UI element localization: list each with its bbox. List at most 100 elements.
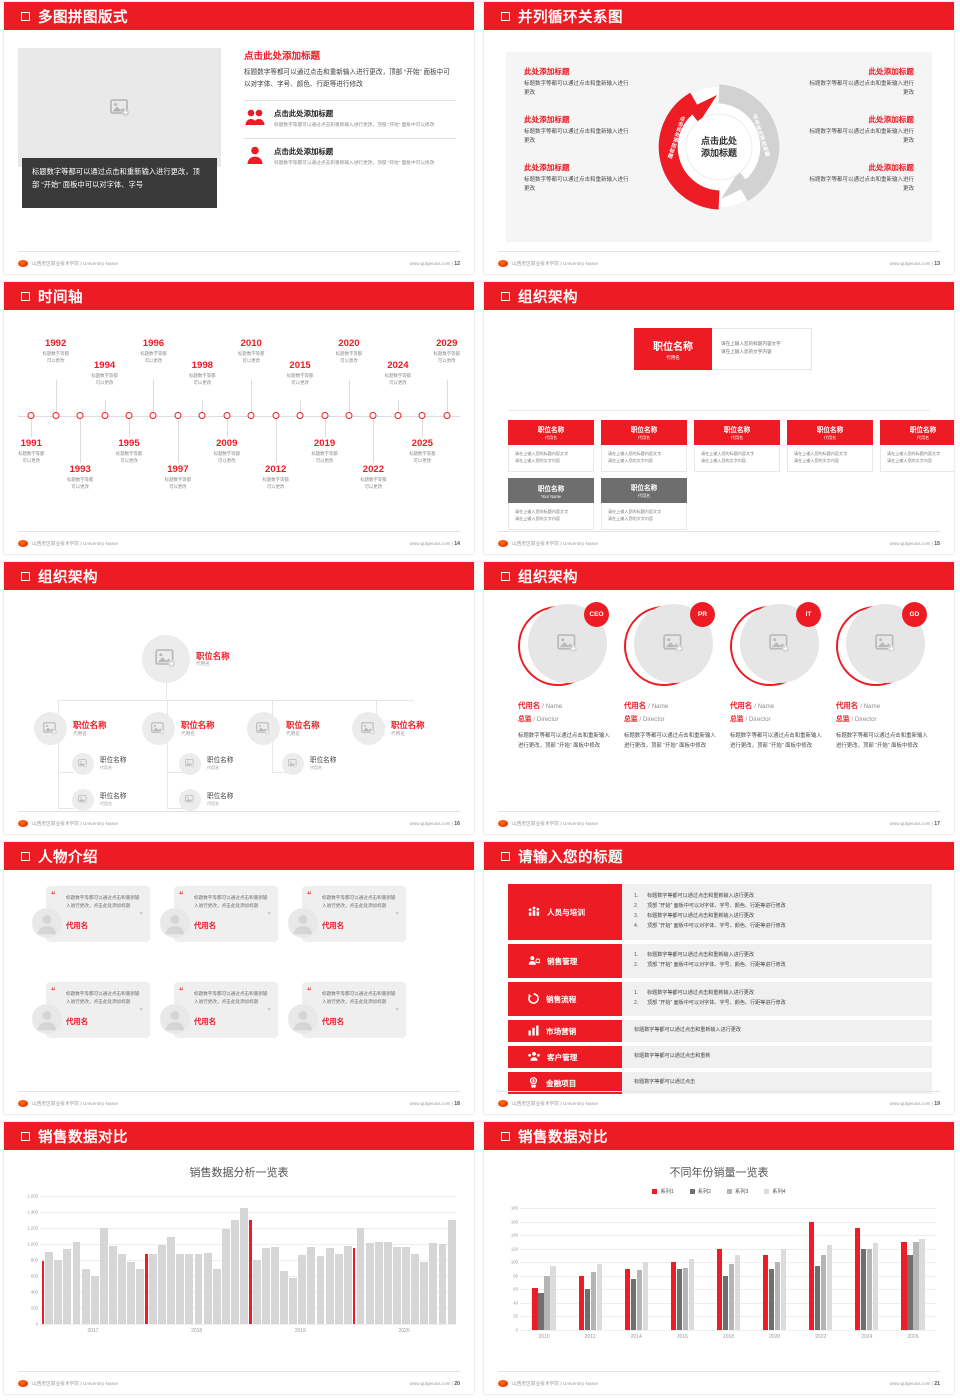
category-row[interactable]: 客户管理 标题数字等都可以通过点击和重新: [508, 1046, 932, 1068]
chart-bar: [670, 1262, 676, 1330]
chart-bar: [402, 1247, 410, 1324]
person-avatar[interactable]: IT: [730, 602, 821, 687]
footer-institution: 山西老区职业技术学院 | University Name: [512, 1380, 599, 1386]
org-card[interactable]: 职位名称 代用名 请在上输入您的标题内容文字 请在上输入您的文字内容: [787, 420, 873, 472]
timeline-dot[interactable]: [418, 411, 426, 419]
timeline-item-above[interactable]: 1994 标题数字等都 可以更改: [76, 360, 134, 386]
person-card[interactable]: PR 代用名 / Name 总监 / Director 标题数字等都可以通过点击和重新…: [624, 602, 719, 751]
category-row[interactable]: 销售流程 1. 标题数字等都可以通过点击和重新输入进行更改 2. 顶部 “开始” 面板中…: [508, 982, 932, 1016]
timeline-item-above[interactable]: 2029 标题数字等都 可以更改: [418, 338, 474, 364]
timeline-dot[interactable]: [369, 411, 377, 419]
timeline-dot[interactable]: [443, 411, 451, 419]
chart-bar: [252, 1260, 261, 1324]
testimonial-card[interactable]: “ ” 标题数字等都可以通过点击和重新输入进行更改，点击此处添加标题 代用名: [160, 982, 278, 1038]
org-card[interactable]: 职位名称 代用名 请在上输入您的标题内容文字 请在上输入您的文字内容: [508, 420, 594, 472]
category-row[interactable]: 人员与培训 1. 标题数字等都可以通过点击和重新输入进行更改 2. 顶部 “开始” 面板…: [508, 884, 932, 940]
timeline-dot[interactable]: [296, 411, 304, 419]
timeline-dot[interactable]: [247, 411, 255, 419]
timeline-item-above[interactable]: 2015 标题数字等都 可以更改: [271, 360, 329, 386]
timeline-item-below[interactable]: 2012 标题数字等都 可以更改: [247, 464, 305, 490]
person-card[interactable]: CEO 代用名 / Name 总监 / Director 标题数字等都可以通过点击和重…: [518, 602, 613, 751]
person-avatar[interactable]: PR: [624, 602, 715, 687]
org-tree-node[interactable]: 职位名称 代用名: [72, 789, 126, 811]
testimonial-card[interactable]: “ ” 标题数字等都可以通过点击和重新输入进行更改，点击此处添加标题 代用名: [288, 982, 406, 1038]
legend-item[interactable]: 系列4: [764, 1188, 786, 1195]
timeline-item-above[interactable]: 2020 标题数字等都 可以更改: [320, 338, 378, 364]
testimonial-card[interactable]: “ ” 标题数字等都可以通过点击和重新输入进行更改，点击此处添加标题 代用名: [288, 886, 406, 942]
org-card[interactable]: 职位名称 代用名 请在上输入您的标题内容文字 请在上输入您的文字内容: [601, 420, 687, 472]
category-tag[interactable]: 客户管理: [508, 1046, 622, 1068]
category-tag[interactable]: 金融项目: [508, 1072, 622, 1094]
timeline-item-above[interactable]: 1996 标题数字等都 可以更改: [124, 338, 182, 364]
org-tree-node[interactable]: 职位名称 代用名: [282, 753, 336, 775]
timeline-item-below[interactable]: 2022 标题数字等都 可以更改: [344, 464, 402, 490]
org-card[interactable]: 职位名称 代用名 请在上输入您的标题内容文字 请在上输入您的文字内容: [601, 478, 687, 530]
timeline-dot[interactable]: [174, 411, 182, 419]
y-tick-label: 140: [510, 1232, 518, 1238]
timeline-item-below[interactable]: 2025 标题数字等都 可以更改: [393, 438, 451, 464]
node-name: 职位名称: [286, 720, 320, 731]
org-tree-node[interactable]: 职位名称 代用名: [72, 753, 126, 775]
desc-line-1: 请在上输入您的标题内容文字: [721, 341, 781, 346]
category-row[interactable]: 金融项目 标题数字等都可以通过点击: [508, 1072, 932, 1094]
timeline-dot[interactable]: [198, 411, 206, 419]
org-tree-node[interactable]: 职位名称 代用名: [352, 712, 425, 745]
timeline-dot[interactable]: [125, 411, 133, 419]
person-avatar[interactable]: GD: [836, 602, 927, 687]
timeline-dot[interactable]: [272, 411, 280, 419]
legend-item[interactable]: 系列3: [727, 1188, 748, 1195]
image-placeholder[interactable]: [18, 48, 221, 167]
category-row[interactable]: 市场营销 标题数字等都可以通过点击和重新输入进行更改: [508, 1020, 932, 1042]
category-tag[interactable]: 市场营销: [508, 1020, 622, 1042]
cycle-block: 此处添加标题 标题数字等都可以通过点击和重新输入进行更改: [524, 66, 629, 98]
timeline-dot[interactable]: [52, 411, 60, 419]
timeline-item-below[interactable]: 1991 标题数字等都 可以更改: [4, 438, 60, 464]
legend-item[interactable]: 系列2: [689, 1188, 711, 1195]
bar-group: [798, 1221, 844, 1330]
category-tag[interactable]: 销售管理: [508, 944, 622, 978]
org-card[interactable]: 职位名称 代用名 请在上输入您的标题内容文字 请在上输入您的文字内容: [694, 420, 780, 472]
category-row[interactable]: 销售管理 1. 标题数字等都可以通过点击和重新输入进行更改 2. 顶部 “开始” 面板中…: [508, 944, 932, 978]
timeline-item-above[interactable]: 2024 标题数字等都 可以更改: [369, 360, 427, 386]
org-tree-node[interactable]: 职位名称 代用名: [247, 712, 320, 745]
org-card[interactable]: 职位名称 Your Name 请在上输入您的标题内容文字 请在上输入您的文字内容: [508, 478, 594, 530]
org-tree-node[interactable]: 职位名称 代用名: [142, 635, 230, 683]
org-tree-node[interactable]: 职位名称 代用名: [34, 712, 107, 745]
timeline-dot[interactable]: [27, 411, 35, 419]
org-tree-node[interactable]: 职位名称 代用名: [179, 789, 233, 811]
timeline-item-above[interactable]: 2010 标题数字等都 可以更改: [222, 338, 280, 364]
legend-item[interactable]: 系列1: [652, 1188, 674, 1195]
category-tag[interactable]: 销售流程: [508, 982, 622, 1016]
timeline-dot[interactable]: [149, 411, 157, 419]
org-root-node[interactable]: 职位名称 代用名 请在上输入您的标题内容文字 请在上输入您的文字内容: [634, 328, 812, 370]
timeline-item-above[interactable]: 1992 标题数字等都 可以更改: [27, 338, 85, 364]
category-tag[interactable]: 人员与培训: [508, 884, 622, 940]
quote-author: 代用名: [322, 920, 345, 930]
testimonial-card[interactable]: “ ” 标题数字等都可以通过点击和重新输入进行更改，点击此处添加标题 代用名: [32, 982, 150, 1038]
timeline-item-above[interactable]: 1998 标题数字等都 可以更改: [173, 360, 231, 386]
testimonial-card[interactable]: “ ” 标题数字等都可以通过点击和重新输入进行更改，点击此处添加标题 代用名: [160, 886, 278, 942]
chart-bar: [624, 1269, 630, 1330]
person-card[interactable]: IT 代用名 / Name 总监 / Director 标题数字等都可以通过点击和重新…: [730, 602, 825, 751]
timeline-item-below[interactable]: 1997 标题数字等都 可以更改: [149, 464, 207, 490]
timeline-item-below[interactable]: 1993 标题数字等都 可以更改: [51, 464, 109, 490]
person-avatar[interactable]: CEO: [518, 602, 609, 687]
timeline-dot[interactable]: [76, 411, 84, 419]
org-tree-node[interactable]: 职位名称 代用名: [142, 712, 215, 745]
org-card-body: 请在上输入您的标题内容文字 请在上输入您的文字内容: [508, 503, 594, 530]
timeline-dot[interactable]: [321, 411, 329, 419]
quote-close-icon: ”: [395, 912, 400, 919]
timeline-dot[interactable]: [101, 411, 109, 419]
timeline-item-below[interactable]: 1995 标题数字等都 可以更改: [100, 438, 158, 464]
chart-bar: [873, 1242, 879, 1330]
timeline-dot[interactable]: [345, 411, 353, 419]
org-card[interactable]: 职位名称 代用名 请在上输入您的标题内容文字 请在上输入您的文字内容: [880, 420, 954, 472]
timeline-dot[interactable]: [223, 411, 231, 419]
org-tree-node[interactable]: 职位名称 代用名: [179, 753, 233, 775]
person-card[interactable]: GD 代用名 / Name 总监 / Director 标题数字等都可以通过点击和重新…: [836, 602, 931, 751]
timeline-dot[interactable]: [394, 411, 402, 419]
timeline-item-below[interactable]: 2019 标题数字等都 可以更改: [296, 438, 354, 464]
timeline-item-below[interactable]: 2009 标题数字等都 可以更改: [198, 438, 256, 464]
testimonial-card[interactable]: “ ” 标题数字等都可以通过点击和重新输入进行更改，点击此处添加标题 代用名: [32, 886, 150, 942]
footer-institution: 山西老区职业技术学院 | University Name: [32, 820, 119, 826]
